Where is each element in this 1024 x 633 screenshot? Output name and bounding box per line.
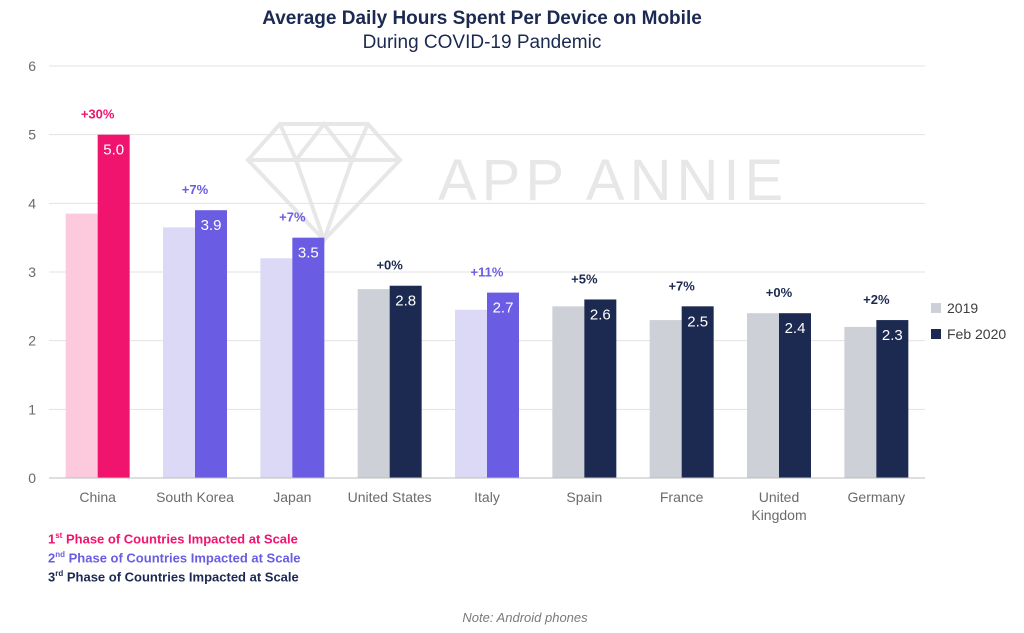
legend-item-2019: 2019 xyxy=(931,300,978,316)
bar-2019 xyxy=(552,306,585,478)
change-label: +7% xyxy=(668,278,695,293)
phase-1-text: Phase of Countries Impacted at Scale xyxy=(62,531,298,547)
x-tick-label: France xyxy=(660,489,704,505)
chart-subtitle: During COVID-19 Pandemic xyxy=(362,32,602,53)
legend-item-feb-2020: Feb 2020 xyxy=(931,326,1006,342)
bar-feb-2020 xyxy=(195,210,227,478)
bar-2019 xyxy=(163,227,195,478)
y-tick-label: 2 xyxy=(28,333,36,349)
x-tick-label: Kingdom xyxy=(751,507,806,523)
change-label: +0% xyxy=(376,258,403,273)
bar-feb-2020 xyxy=(681,306,714,478)
phase-2-number: 2 xyxy=(48,550,56,566)
bar-feb-2020 xyxy=(779,313,811,478)
change-label: +5% xyxy=(571,271,598,286)
phase-1-suffix: st xyxy=(55,531,63,540)
change-label: +2% xyxy=(863,292,890,307)
phase-2-text: Phase of Countries Impacted at Scale xyxy=(65,550,301,566)
bar-value-label: 2.8 xyxy=(395,293,416,310)
diamond-logo-icon xyxy=(245,120,403,247)
y-tick-label: 4 xyxy=(28,195,36,211)
y-tick-label: 5 xyxy=(28,127,36,143)
x-axis: China South Korea Japan United States Italy S… xyxy=(49,477,925,523)
bar-feb-2020 xyxy=(876,320,909,478)
phase-2-suffix: nd xyxy=(55,550,66,559)
bar-value-label: 5.0 xyxy=(103,142,124,159)
bar-value-label: 2.5 xyxy=(687,313,708,330)
change-label: +11% xyxy=(471,265,504,280)
y-axis: 0 1 2 3 4 5 6 xyxy=(28,58,36,486)
bar-feb-2020 xyxy=(487,292,519,478)
bar-value-label: 2.3 xyxy=(882,327,903,344)
legend-swatch-feb-2020 xyxy=(931,329,941,339)
bar-value-label: 3.5 xyxy=(298,245,319,262)
bar-value-label: 2.4 xyxy=(785,320,806,337)
bar-2019 xyxy=(357,289,390,478)
bars: 5.0 +30% 3.9 +7% 3.5 +7% 2.8 +0% 2.7 +11% 2.6 +5% 2.… xyxy=(65,107,909,478)
bar-2019 xyxy=(747,313,779,478)
y-tick-label: 6 xyxy=(28,58,36,74)
chart-title: Average Daily Hours Spent Per Device on … xyxy=(262,8,702,29)
x-tick-label: United States xyxy=(348,489,432,505)
legend-label-feb-2020: Feb 2020 xyxy=(947,326,1007,342)
bar-value-label: 2.7 xyxy=(493,300,514,317)
x-tick-label: South Korea xyxy=(156,489,234,505)
legend-label-2019: 2019 xyxy=(947,300,979,316)
bar-2019 xyxy=(844,326,877,478)
watermark-text: APP ANNIE xyxy=(438,148,788,213)
bar-feb-2020 xyxy=(584,299,617,478)
phase-2-label: 2nd Phase of Countries Impacted at Scale xyxy=(48,550,301,565)
change-label: +7% xyxy=(182,182,209,197)
bar-2019 xyxy=(649,320,682,478)
bar-value-label: 3.9 xyxy=(201,217,222,234)
x-tick-label: China xyxy=(79,489,116,505)
change-label: +30% xyxy=(81,107,115,122)
phase-3-number: 3 xyxy=(48,569,56,585)
x-tick-label: United xyxy=(759,489,799,505)
x-tick-label: Japan xyxy=(273,489,311,505)
bar-feb-2020 xyxy=(292,237,325,478)
y-tick-label: 1 xyxy=(28,401,36,417)
phase-1-label: 1st Phase of Countries Impacted at Scale xyxy=(48,531,298,546)
phase-3-label: 3rd Phase of Countries Impacted at Scale xyxy=(48,569,299,584)
footnote: Note: Android phones xyxy=(462,610,588,625)
bar-2019 xyxy=(260,258,293,478)
bar-value-label: 2.6 xyxy=(590,306,611,323)
y-tick-label: 0 xyxy=(28,470,36,486)
phase-1-number: 1 xyxy=(48,531,56,547)
bar-feb-2020 xyxy=(389,285,422,478)
x-tick-label: Italy xyxy=(474,489,500,505)
bar-2019 xyxy=(65,213,98,478)
app-annie-watermark: APP ANNIE xyxy=(245,120,788,247)
x-tick-label: Spain xyxy=(566,489,602,505)
phase-3-suffix: rd xyxy=(55,569,64,578)
change-label: +7% xyxy=(279,210,306,225)
legend-swatch-2019 xyxy=(931,303,941,313)
phase-3-text: Phase of Countries Impacted at Scale xyxy=(63,569,299,585)
x-tick-label: Germany xyxy=(848,489,906,505)
change-label: +0% xyxy=(766,285,793,300)
bar-2019 xyxy=(455,309,487,478)
y-tick-label: 3 xyxy=(28,264,36,280)
bar-feb-2020 xyxy=(97,134,130,478)
